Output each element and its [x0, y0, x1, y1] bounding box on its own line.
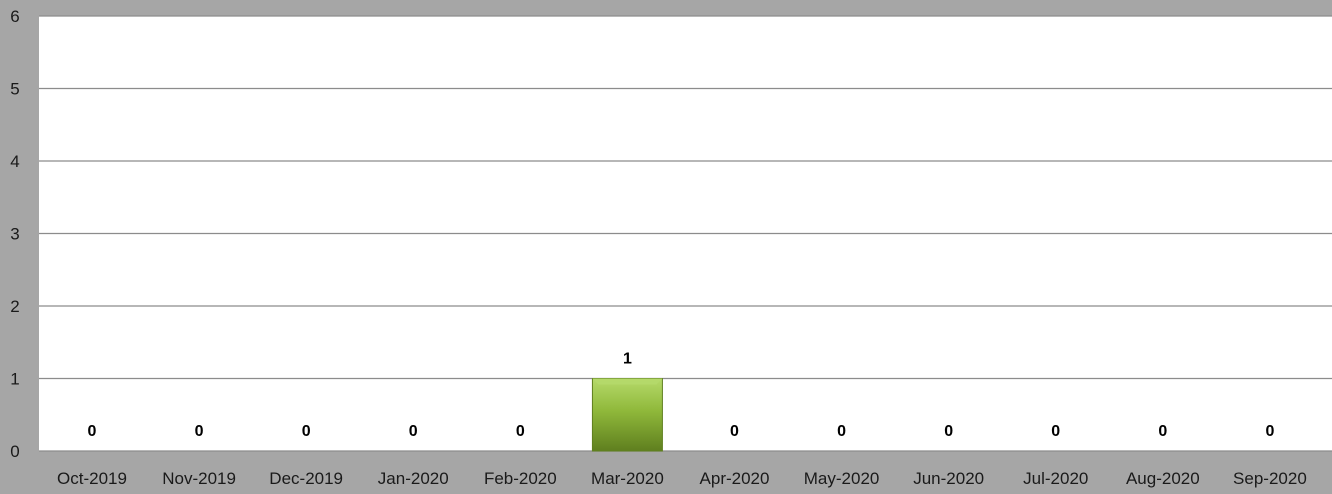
data-label: 0 [944, 423, 953, 440]
y-tick-label: 2 [10, 297, 19, 316]
x-tick-label: Aug-2020 [1126, 469, 1200, 488]
x-tick-label: Nov-2019 [162, 469, 236, 488]
data-label: 0 [516, 423, 525, 440]
x-tick-label: Oct-2019 [57, 469, 127, 488]
x-tick-label: May-2020 [804, 469, 880, 488]
data-label: 1 [623, 351, 632, 368]
x-tick-label: Jun-2020 [913, 469, 984, 488]
data-label: 0 [409, 423, 418, 440]
data-label: 0 [88, 423, 97, 440]
bar-body [591, 378, 663, 452]
data-labels: 0 0 0 0 0 1 0 0 0 0 0 0 [88, 351, 1275, 441]
data-label: 0 [1158, 423, 1167, 440]
bar [591, 378, 663, 452]
x-tick-label: Jan-2020 [378, 469, 449, 488]
y-tick-label: 4 [10, 152, 19, 171]
data-label: 0 [1051, 423, 1060, 440]
data-label: 0 [730, 423, 739, 440]
data-label: 0 [837, 423, 846, 440]
x-tick-label: Feb-2020 [484, 469, 557, 488]
y-tick-label: 6 [10, 7, 19, 26]
x-tick-label: Mar-2020 [591, 469, 664, 488]
x-tick-label: Sep-2020 [1233, 469, 1307, 488]
bar-bevel [592, 378, 663, 385]
data-label: 0 [195, 423, 204, 440]
x-tick-label: Apr-2020 [700, 469, 770, 488]
bars [591, 378, 663, 452]
data-label: 0 [302, 423, 311, 440]
x-tick-label: Dec-2019 [269, 469, 343, 488]
x-axis-tick-labels: Oct-2019 Nov-2019 Dec-2019 Jan-2020 Feb-2020… [57, 469, 1307, 488]
gridlines [39, 15, 1332, 452]
y-tick-label: 5 [10, 80, 19, 99]
data-label: 0 [1265, 423, 1274, 440]
y-tick-label: 1 [10, 370, 19, 389]
x-tick-label: Jul-2020 [1023, 469, 1088, 488]
y-tick-label: 0 [10, 442, 19, 461]
y-tick-label: 3 [10, 225, 19, 244]
y-axis-tick-labels: 0 1 2 3 4 5 6 [10, 7, 19, 461]
